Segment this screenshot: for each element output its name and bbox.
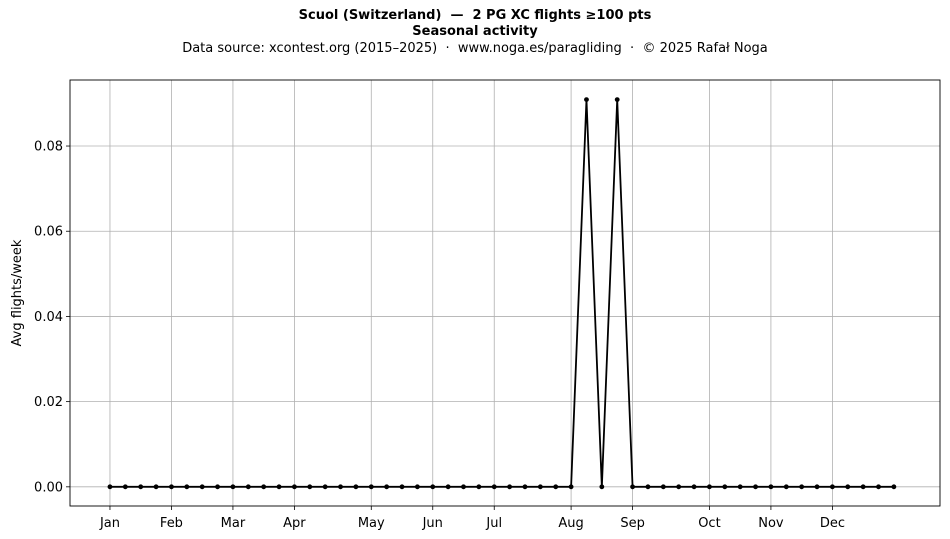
- data-point: [768, 484, 774, 490]
- x-tick-label: Jul: [485, 516, 502, 531]
- chart-subtitle: Data source: xcontest.org (2015–2025) · …: [182, 41, 768, 56]
- data-point: [245, 484, 251, 490]
- data-point: [876, 484, 881, 490]
- y-tick-label: 0.00: [34, 480, 63, 495]
- chart-title-line2: Seasonal activity: [412, 24, 538, 39]
- data-point: [107, 484, 113, 490]
- data-point: [737, 484, 743, 490]
- data-point: [399, 484, 405, 490]
- data-point: [522, 484, 528, 490]
- x-tick-label: Oct: [698, 516, 720, 531]
- x-tick-label: Apr: [283, 516, 306, 531]
- y-tick-label: 0.02: [34, 395, 63, 410]
- data-point: [199, 484, 205, 490]
- data-point: [630, 484, 635, 490]
- x-tick-label: Mar: [221, 516, 246, 531]
- data-point: [353, 484, 359, 490]
- data-point: [830, 484, 835, 490]
- data-point: [553, 484, 559, 490]
- data-point: [292, 484, 297, 490]
- x-tick-label: Dec: [820, 516, 845, 531]
- data-point: [537, 484, 543, 490]
- data-point: [645, 484, 651, 490]
- x-tick-label: Sep: [620, 516, 645, 531]
- data-point: [184, 484, 190, 490]
- x-tick-label: Feb: [160, 516, 183, 531]
- data-point: [707, 484, 712, 490]
- grid: [70, 80, 940, 506]
- axes: Jan Feb Mar Apr May Jun Jul Aug Sep Oct Nov Dec 0.00…: [34, 79, 941, 531]
- data-point: [445, 484, 451, 490]
- data-point: [599, 484, 605, 490]
- y-tick-label: 0.04: [34, 310, 63, 325]
- data-point: [230, 484, 236, 490]
- data-point: [860, 484, 866, 490]
- data-point: [368, 484, 374, 490]
- data-point: [261, 484, 267, 490]
- data-point: [691, 484, 697, 490]
- series-line: [109, 99, 894, 488]
- data-point: [814, 484, 820, 490]
- data-point: [753, 484, 758, 490]
- data-point: [676, 484, 682, 490]
- data-point: [476, 484, 482, 490]
- data-point: [614, 97, 620, 102]
- data-point: [799, 484, 805, 490]
- data-point: [491, 484, 497, 490]
- data-point: [430, 484, 436, 490]
- x-tick-label: May: [358, 516, 385, 531]
- data-point: [845, 484, 851, 490]
- data-point: [414, 484, 420, 490]
- data-point: [322, 484, 328, 490]
- x-tick-label: Jun: [422, 516, 443, 531]
- data-point: [461, 484, 466, 490]
- chart-title-block: Scuol (Switzerland) — 2 PG XC flights ≥1…: [0, 8, 950, 58]
- series-layer: [107, 97, 897, 490]
- data-point: [783, 484, 789, 490]
- plot-frame: [69, 79, 941, 507]
- data-point: [122, 484, 128, 490]
- data-point: [276, 484, 282, 490]
- y-tick-label: 0.08: [34, 140, 63, 155]
- data-point: [384, 484, 390, 490]
- data-point: [507, 484, 513, 490]
- data-point: [891, 484, 897, 490]
- chart-title: Scuol (Switzerland) — 2 PG XC flights ≥1…: [298, 8, 652, 23]
- y-tick-label: 0.06: [34, 225, 63, 240]
- x-tick-label: Jan: [99, 516, 120, 531]
- data-point: [660, 484, 666, 490]
- x-tick-label: Aug: [558, 516, 583, 531]
- data-point: [215, 484, 220, 490]
- data-point: [568, 484, 574, 490]
- data-point: [169, 484, 174, 490]
- data-point: [584, 97, 589, 102]
- data-point: [138, 484, 144, 490]
- data-point: [307, 484, 313, 490]
- x-tick-label: Nov: [758, 516, 784, 531]
- data-point: [153, 484, 159, 490]
- y-axis-label: Avg flights/week: [10, 239, 25, 346]
- data-point: [722, 484, 728, 490]
- data-point: [338, 484, 343, 490]
